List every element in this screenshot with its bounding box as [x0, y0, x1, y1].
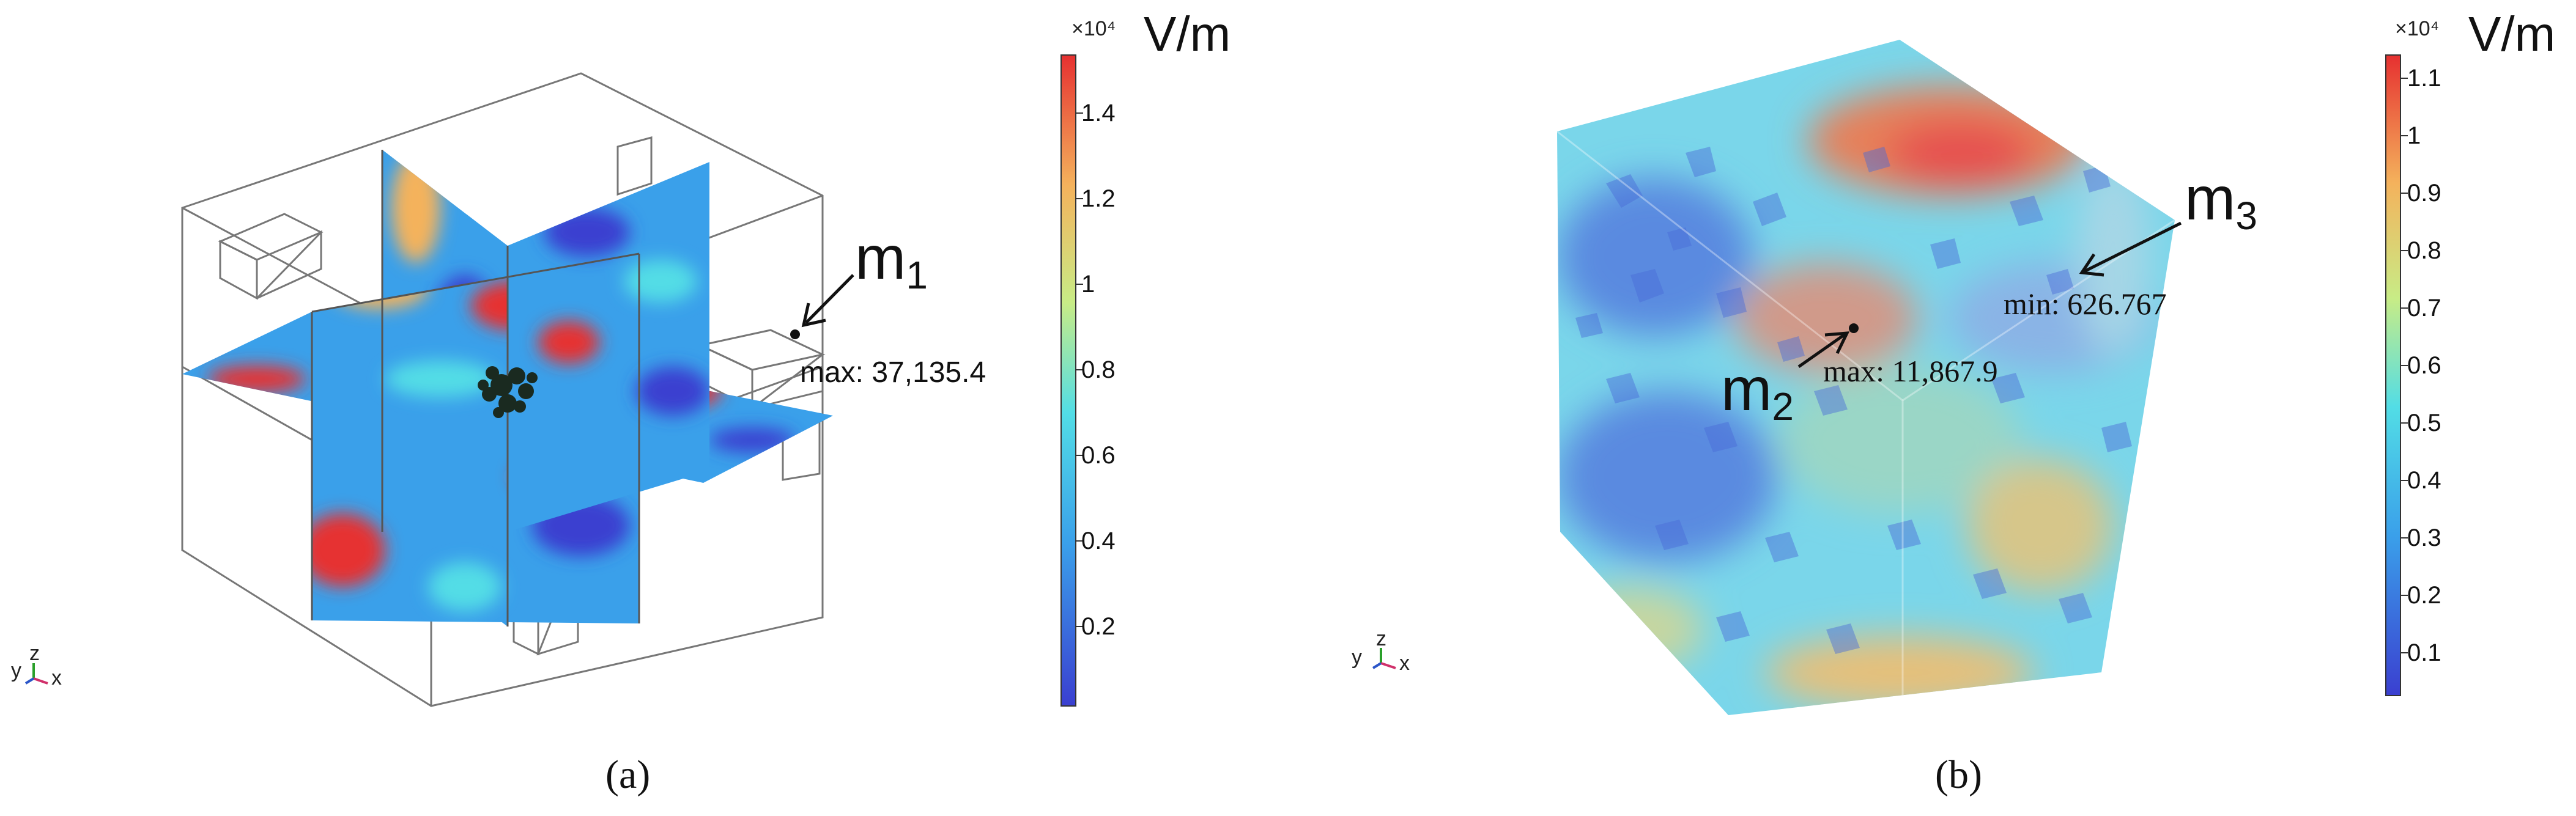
colorbar-exponent: ×10⁴: [2395, 17, 2440, 40]
panel-caption: (a): [605, 752, 651, 797]
marker-base: m: [1721, 355, 1772, 424]
colorbar-tick: 1.4: [1081, 100, 1116, 127]
particles: [1575, 147, 2132, 654]
marker-subscript: 2: [1772, 384, 1794, 428]
colorbar-tick: 0.2: [2407, 582, 2441, 609]
colorbar-tick: 0.8: [2407, 237, 2441, 264]
axis-label-x: x: [51, 666, 62, 689]
panel-caption: (b): [1935, 752, 1982, 797]
marker-base: m: [855, 224, 906, 292]
field-volume-visualization: [1372, 40, 2408, 715]
colorbar-ticks: [1076, 112, 1083, 627]
colorbar: [2385, 54, 2401, 696]
axis-triad: [24, 663, 48, 685]
marker-m1: m1: [855, 223, 928, 298]
colorbar: [1060, 54, 1076, 707]
slice-edges: [311, 150, 640, 627]
marker-arrow-m2: [1797, 331, 1850, 369]
min-annotation: min: 626.767: [2004, 287, 2167, 321]
colorbar-tick: 0.6: [1081, 442, 1116, 469]
marker-m2: m2: [1721, 355, 1794, 429]
axis-label-x: x: [1399, 652, 1410, 675]
colorbar-tick: 1.2: [1081, 185, 1116, 212]
colorbar-tick: 1: [1081, 271, 1095, 298]
colorbar-unit: V/m: [1144, 7, 1231, 61]
colorbar-tick: 0.1: [2407, 639, 2441, 666]
panel-a: ×10⁴ V/m 1.4 1.2 1 0.8 0.6 0.4 0.2 max: …: [11, 7, 1231, 797]
marker-m3: m3: [2185, 164, 2257, 238]
marker-arrow: [801, 274, 854, 328]
field-slice-visualization: [24, 54, 1083, 707]
marker-subscript: 3: [2235, 194, 2257, 238]
colorbar-tick: 0.4: [2407, 467, 2441, 494]
colorbar-tick: 0.8: [1081, 356, 1116, 383]
max-point: [1849, 323, 1859, 333]
colorbar-tick: 0.5: [2407, 410, 2441, 436]
axis-label-z: z: [29, 642, 40, 665]
axis-triad: [1372, 648, 1396, 669]
colorbar-ticks: [2400, 78, 2408, 653]
axis-label-y: y: [1352, 645, 1362, 669]
axis-label-z: z: [1376, 627, 1386, 650]
vertical-field-slice-right: [508, 162, 709, 532]
panel-b: ×10⁴ V/m 1.1 1 0.9 0.8 0.7 0.6 0.5 0.4 0…: [1288, 0, 2576, 816]
colorbar-tick: 0.9: [2407, 180, 2441, 207]
marker-subscript: 1: [906, 253, 928, 297]
colorbar-tick: 0.6: [2407, 352, 2441, 379]
axis-label-y: y: [11, 659, 21, 682]
marker-base: m: [2185, 164, 2236, 233]
colorbar-tick: 0.3: [2407, 524, 2441, 551]
marker-arrow-m3: [2079, 221, 2182, 277]
colorbar-tick: 1.1: [2407, 65, 2441, 92]
colorbar-tick: 0.7: [2407, 295, 2441, 322]
colorbar-tick: 0.2: [1081, 613, 1116, 640]
colorbar-tick: 0.4: [1081, 527, 1116, 554]
colorbar-exponent: ×10⁴: [1071, 17, 1116, 40]
max-point: [790, 329, 800, 339]
colorbar-unit: V/m: [2468, 7, 2556, 61]
particle-cluster: [478, 366, 538, 418]
max-annotation: max: 37,135.4: [800, 356, 986, 389]
max-annotation: max: 11,867.9: [1823, 354, 1998, 388]
colorbar-tick: 1: [2407, 122, 2421, 149]
